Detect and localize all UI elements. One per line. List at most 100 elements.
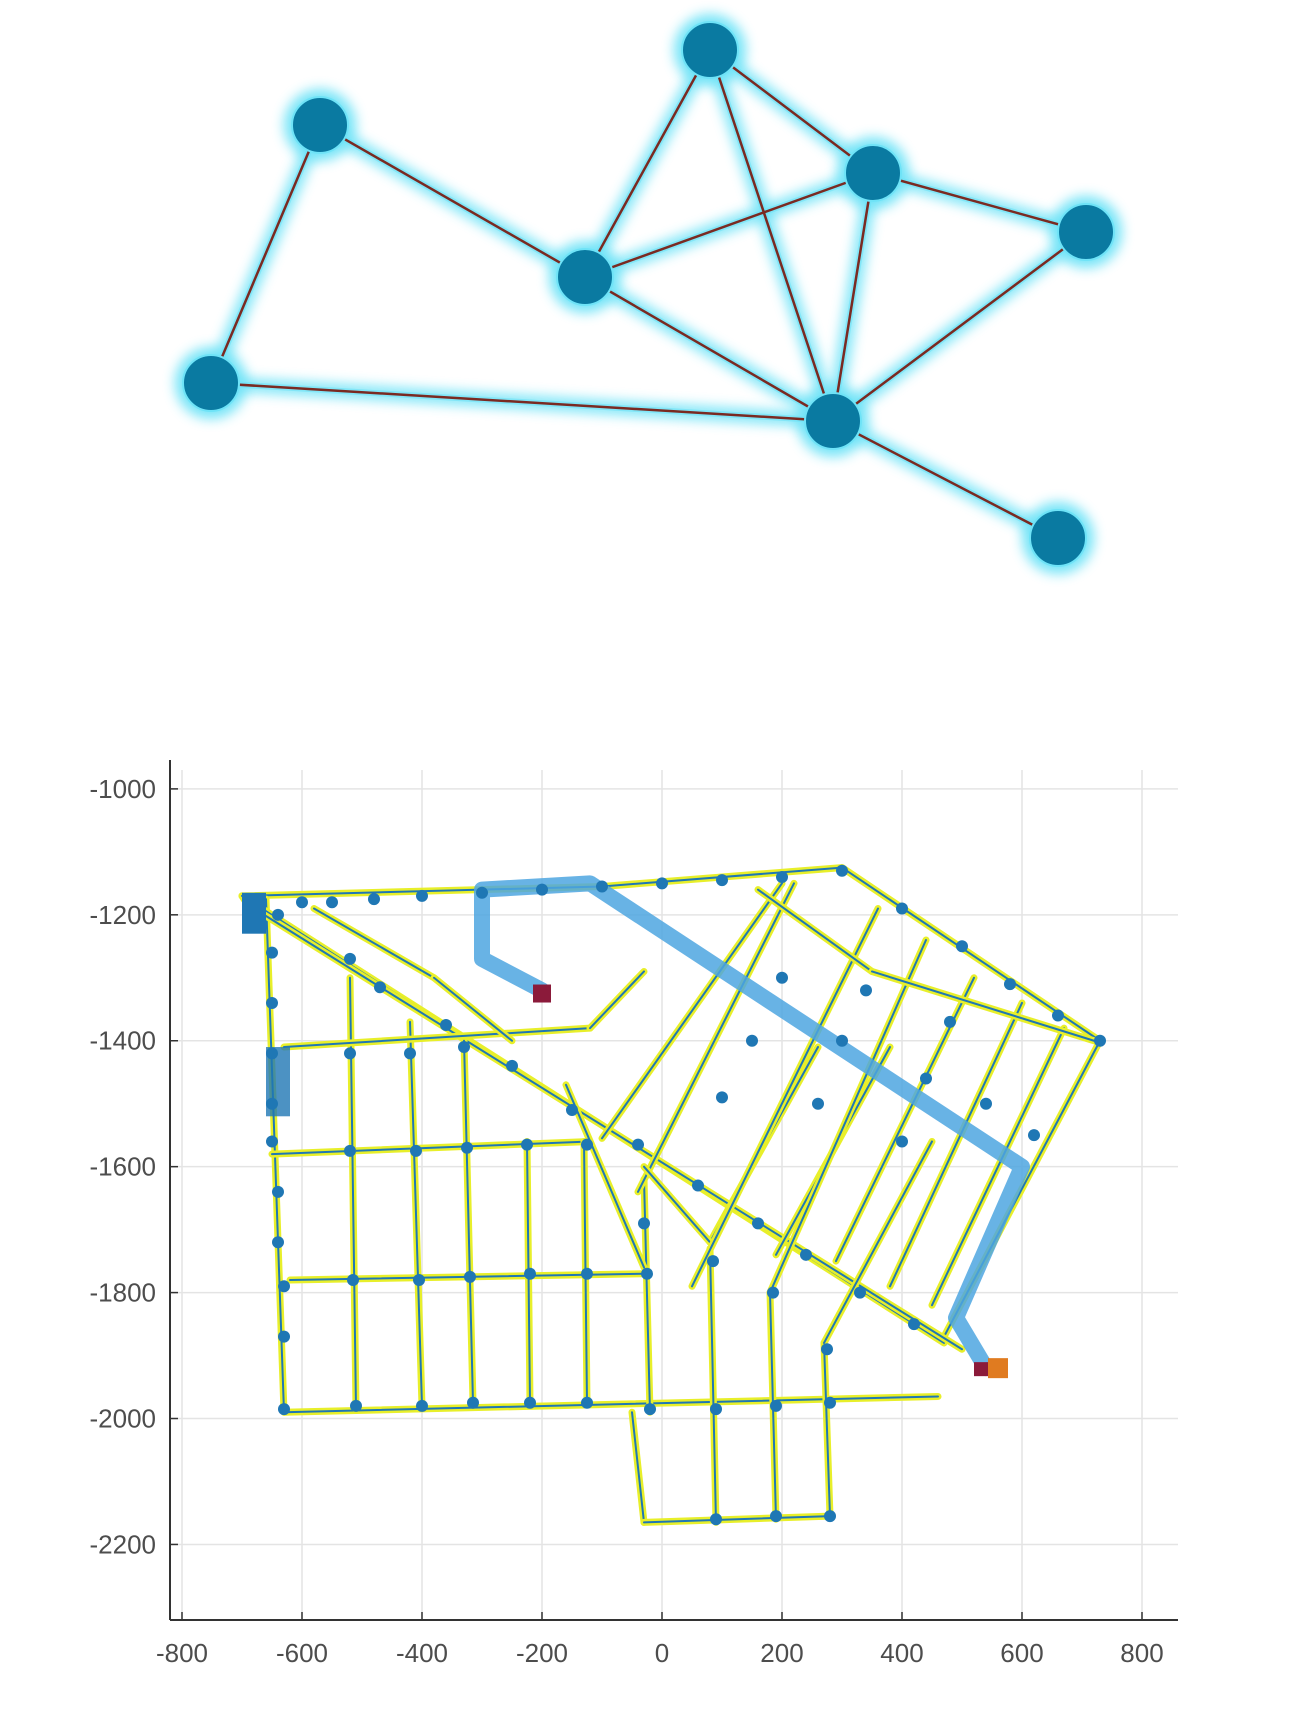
road-node bbox=[344, 1144, 356, 1157]
graph-edge bbox=[583, 49, 712, 278]
road-node bbox=[812, 1097, 824, 1110]
plot-axes: -800 -600 -400 -200 0 200 400 600 800-1000-1200-… bbox=[90, 760, 1178, 1668]
graph-edge bbox=[708, 49, 835, 422]
road-network-plot: -800 -600 -400 -200 0 200 400 600 800-1000-1200-… bbox=[90, 760, 1178, 1668]
road-node bbox=[800, 1248, 812, 1261]
marker-layer bbox=[533, 984, 1008, 1379]
road-centerline bbox=[823, 1341, 831, 1518]
road-node bbox=[581, 1138, 593, 1151]
road-node bbox=[836, 1034, 848, 1047]
road-node bbox=[476, 886, 488, 899]
road-node bbox=[467, 1396, 479, 1409]
road-node bbox=[266, 1135, 278, 1148]
road-node bbox=[266, 946, 278, 959]
road-node bbox=[1094, 1034, 1106, 1047]
graph-edge bbox=[831, 172, 875, 422]
graph-edge-layer bbox=[209, 49, 1087, 540]
road-node bbox=[521, 1138, 533, 1151]
graph-edge bbox=[209, 124, 322, 384]
road-centerline bbox=[709, 1247, 717, 1524]
road-node bbox=[413, 1274, 425, 1286]
y-tick-label: -2000 bbox=[90, 1404, 157, 1434]
x-tick-label: 0 bbox=[655, 1638, 669, 1668]
road-node bbox=[752, 1217, 764, 1230]
x-tick-label: -600 bbox=[276, 1638, 328, 1668]
road-node bbox=[581, 1396, 593, 1409]
y-tick-label: -1600 bbox=[90, 1152, 157, 1182]
x-tick-label: -800 bbox=[156, 1638, 208, 1668]
road-centerline bbox=[601, 882, 783, 1140]
road-node bbox=[896, 902, 908, 915]
graph-edge bbox=[584, 275, 834, 423]
road-centerline bbox=[589, 970, 645, 1030]
road-node bbox=[581, 1267, 593, 1280]
road-centerline bbox=[889, 1001, 1023, 1288]
road-node bbox=[464, 1270, 476, 1283]
road-node bbox=[506, 1059, 518, 1072]
graph-edge bbox=[584, 171, 874, 279]
x-tick-label: 600 bbox=[1000, 1638, 1043, 1668]
road-node bbox=[296, 896, 308, 909]
graph-edge bbox=[832, 230, 1087, 423]
road-centerline bbox=[871, 970, 1095, 1042]
road-node bbox=[458, 1041, 470, 1054]
road-node bbox=[524, 1396, 536, 1409]
end-marker bbox=[988, 1358, 1008, 1379]
road-node bbox=[920, 1072, 932, 1085]
road-node bbox=[710, 1513, 722, 1526]
road-node bbox=[770, 1399, 782, 1412]
road-centerline bbox=[691, 907, 879, 1288]
road-centerline bbox=[931, 1027, 1065, 1307]
graph-node bbox=[182, 354, 240, 412]
node-cluster-left bbox=[266, 1047, 290, 1117]
graph-node bbox=[1029, 509, 1087, 567]
road-node bbox=[278, 1280, 290, 1293]
road-node bbox=[404, 1047, 416, 1060]
road-node bbox=[641, 1267, 653, 1280]
y-tick-label: -2200 bbox=[90, 1529, 157, 1559]
x-tick-label: -200 bbox=[516, 1638, 568, 1668]
road-node bbox=[1028, 1129, 1040, 1142]
road-node bbox=[824, 1396, 836, 1409]
road-node bbox=[821, 1343, 833, 1356]
road-centerline bbox=[637, 882, 795, 1193]
graph-node bbox=[681, 21, 739, 79]
road-node bbox=[776, 971, 788, 984]
road-node bbox=[632, 1138, 644, 1151]
road-node bbox=[908, 1318, 920, 1331]
road-node bbox=[980, 1097, 992, 1110]
node-cluster-top-left bbox=[242, 892, 266, 934]
road-centerline bbox=[823, 1140, 933, 1344]
road-centerline bbox=[409, 1020, 423, 1407]
road-node bbox=[326, 896, 338, 909]
road-centerline bbox=[313, 907, 435, 979]
road-node bbox=[767, 1286, 779, 1299]
road-node bbox=[707, 1255, 719, 1268]
road-node bbox=[776, 871, 788, 884]
road-node-layer bbox=[242, 864, 1106, 1526]
graph-node bbox=[844, 144, 902, 202]
road-node bbox=[944, 1015, 956, 1028]
road-node bbox=[896, 1135, 908, 1148]
road-node bbox=[374, 981, 386, 994]
graph-edge bbox=[832, 419, 1059, 540]
road-centerline bbox=[433, 976, 513, 1042]
road-node bbox=[278, 1403, 290, 1416]
start-marker bbox=[533, 984, 551, 1003]
road-node bbox=[638, 1217, 650, 1230]
road-node bbox=[692, 1179, 704, 1192]
y-tick-label: -1400 bbox=[90, 1026, 157, 1056]
road-node bbox=[416, 1399, 428, 1412]
road-node bbox=[596, 880, 608, 893]
road-centerline bbox=[757, 888, 873, 973]
network-graph-diagram bbox=[175, 14, 1122, 574]
road-node bbox=[272, 1185, 284, 1198]
road-node bbox=[746, 1034, 758, 1047]
road-node bbox=[368, 893, 380, 906]
road-node bbox=[440, 1019, 452, 1031]
road-node bbox=[710, 1403, 722, 1416]
road-node bbox=[347, 1274, 359, 1286]
road-node bbox=[461, 1141, 473, 1154]
graph-node bbox=[804, 392, 862, 450]
graph-edge bbox=[872, 171, 1087, 234]
